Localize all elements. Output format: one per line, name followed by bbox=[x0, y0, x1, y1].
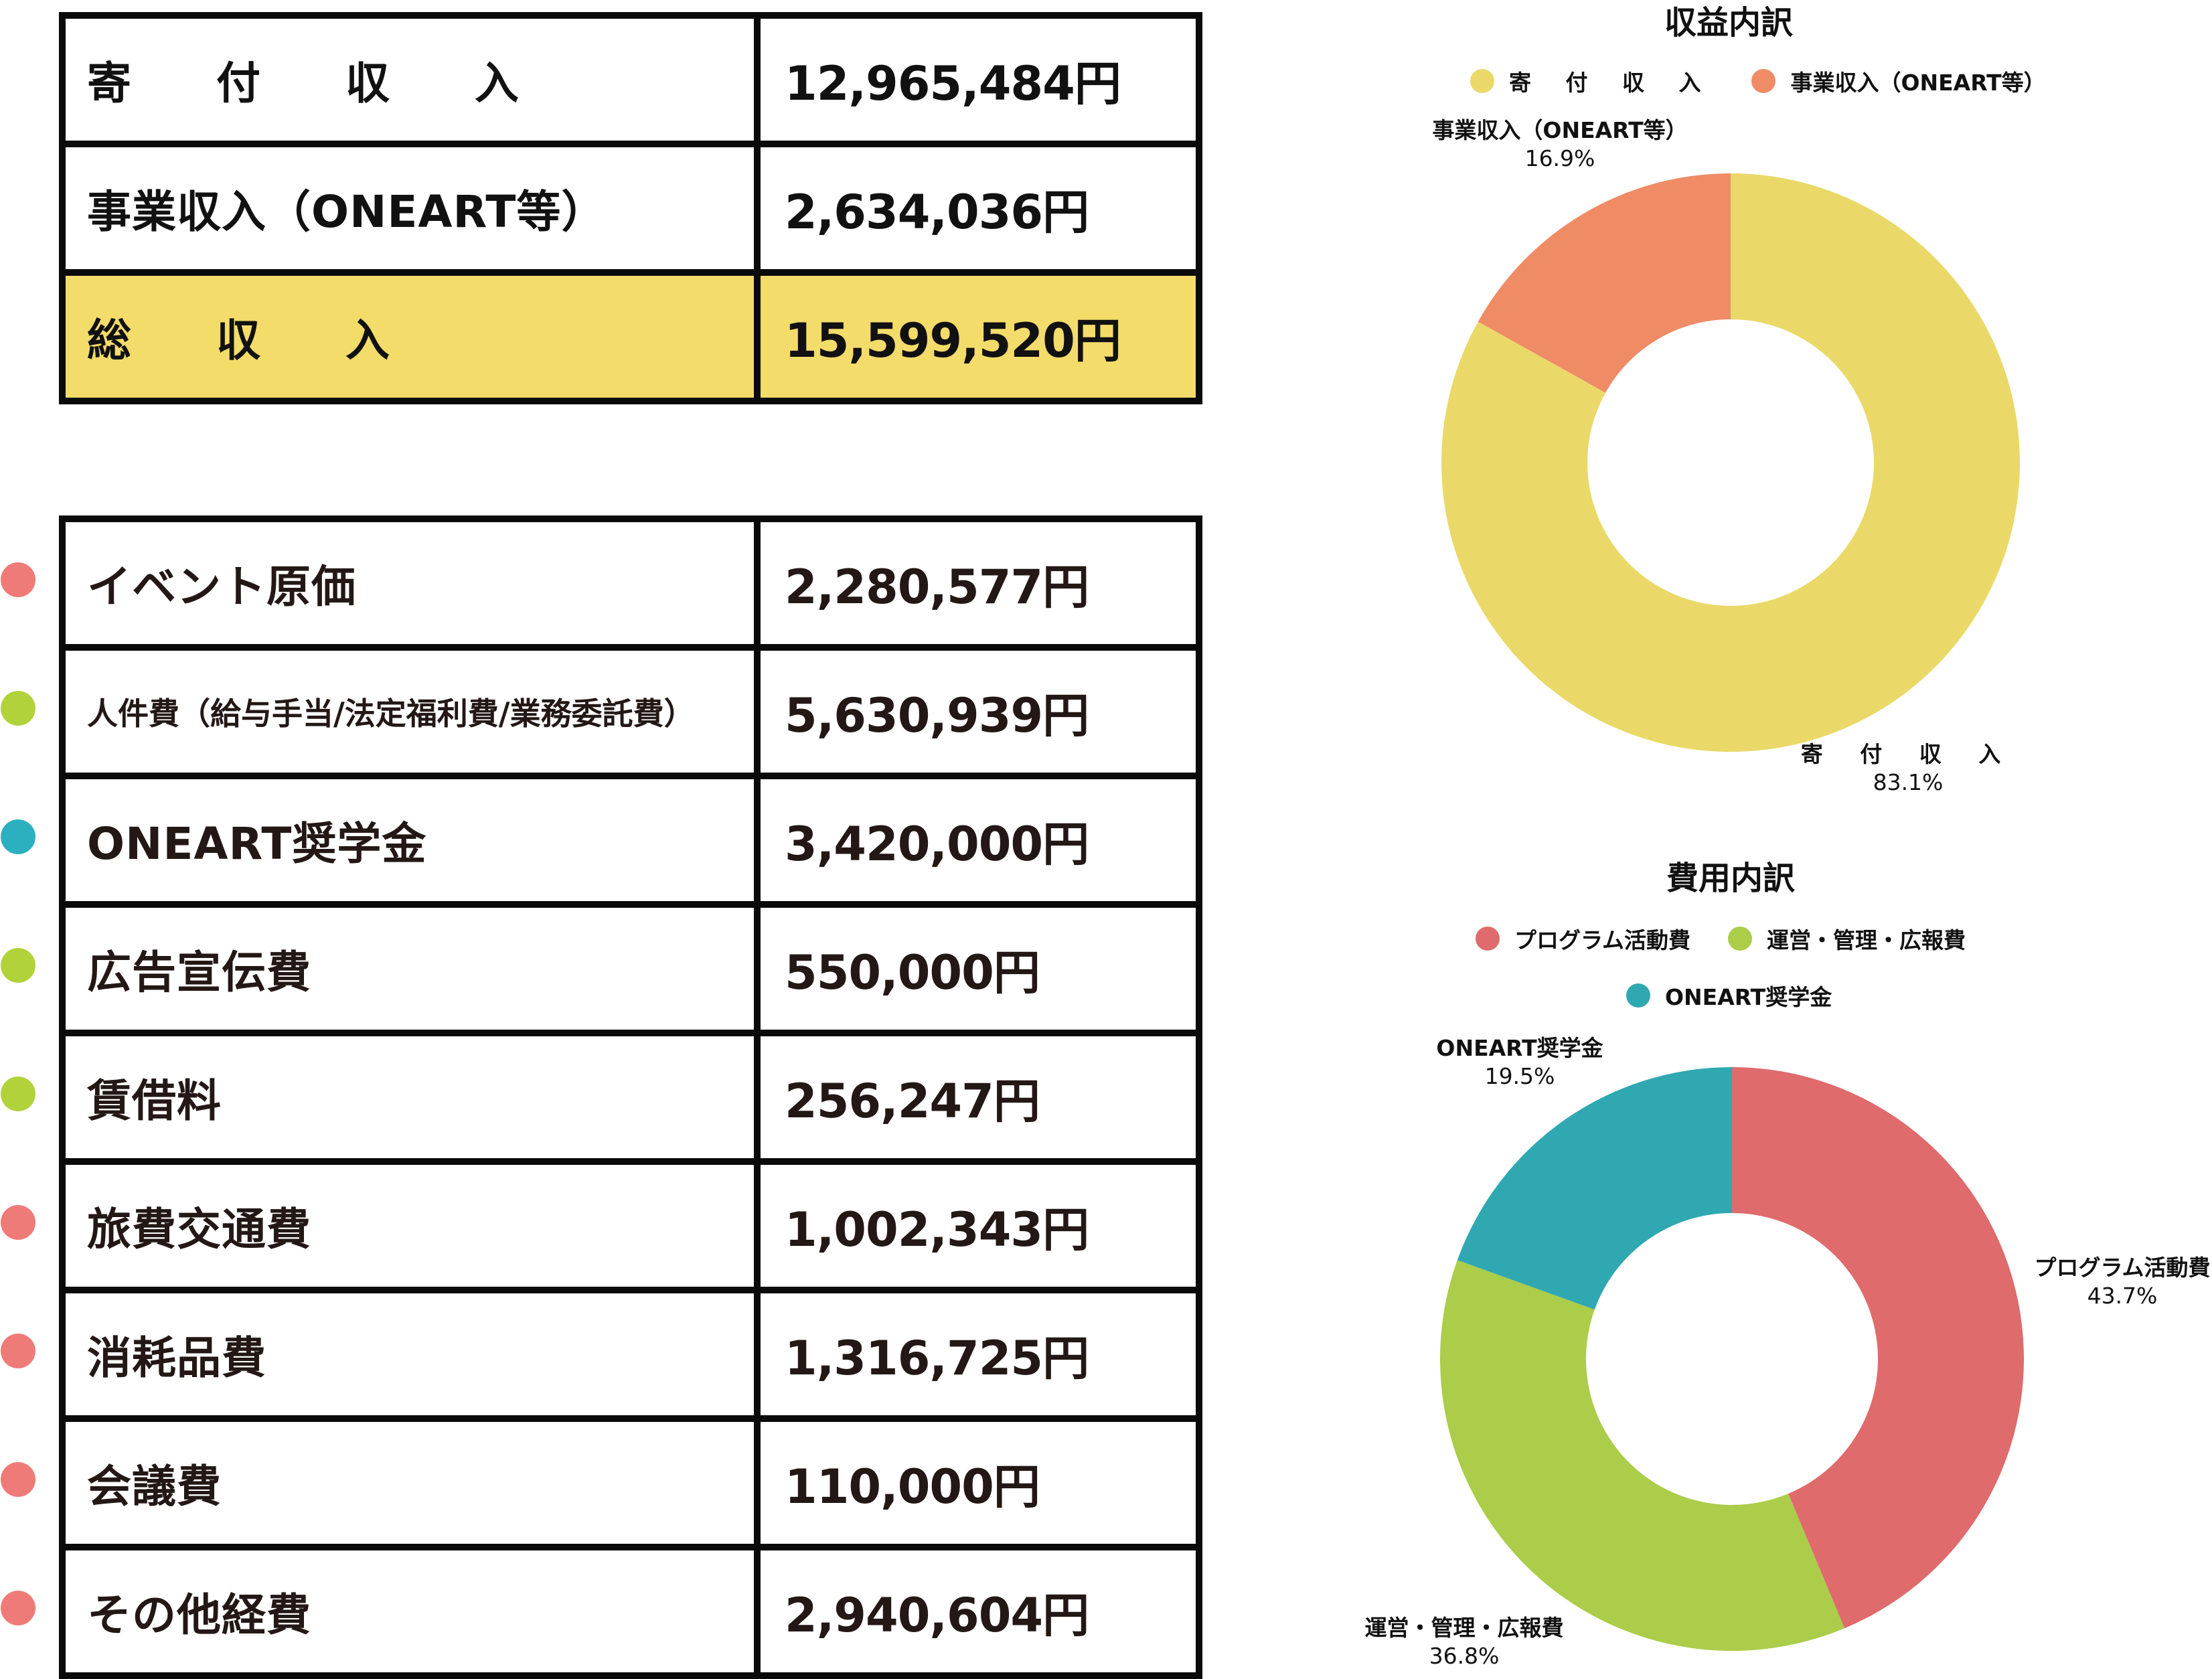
expense-label: ONEART奨学金 bbox=[66, 779, 761, 901]
table-row: 事業収入（ONEART等） 2,634,036円 bbox=[66, 147, 1196, 276]
slice-name: 運営・管理・広報費 bbox=[1364, 1615, 1564, 1641]
expense-label: 旅費交通費 bbox=[66, 1165, 761, 1287]
category-dot-icon bbox=[1, 1334, 35, 1368]
legend-dot-icon bbox=[1476, 927, 1500, 951]
legend-dot-icon bbox=[1751, 69, 1776, 93]
slice-label-program: プログラム活動費 43.7% bbox=[2034, 1254, 2210, 1310]
expense-chart-legend-row2: ONEART奨学金 bbox=[1626, 979, 1832, 1012]
table-row: 広告宣伝費 550,000円 bbox=[66, 908, 1196, 1036]
legend-item[interactable]: 寄 付 収 入 bbox=[1470, 65, 1714, 97]
legend-label: 寄 付 収 入 bbox=[1509, 70, 1715, 96]
legend-label: 事業収入（ONEART等） bbox=[1790, 70, 2046, 96]
slice-percent: 36.8% bbox=[1429, 1643, 1500, 1669]
slice-percent: 83.1% bbox=[1873, 769, 1944, 795]
income-table: 寄 付 収 入 12,965,484円 事業収入（ONEART等） 2,634,… bbox=[59, 12, 1202, 404]
expense-value: 550,000円 bbox=[785, 945, 1040, 1000]
income-value-total: 15,599,520円 bbox=[785, 313, 1121, 368]
expense-value: 1,002,343円 bbox=[785, 1202, 1089, 1257]
expense-chart-title: 費用内訳 bbox=[1666, 860, 1795, 897]
expense-label: その他経費 bbox=[66, 1550, 761, 1672]
income-label-business: 事業収入（ONEART等） bbox=[66, 147, 761, 269]
legend-dot-icon bbox=[1626, 983, 1650, 1008]
expense-donut-chart bbox=[1439, 1067, 2025, 1652]
expense-label: イベント原価 bbox=[66, 522, 761, 644]
legend-item[interactable]: 事業収入（ONEART等） bbox=[1751, 65, 2046, 97]
expense-value: 2,280,577円 bbox=[785, 559, 1089, 615]
income-label-total: 総 収 入 bbox=[66, 276, 761, 398]
income-chart-title: 収益内訳 bbox=[1664, 4, 1793, 42]
donut-slice[interactable] bbox=[1732, 1067, 2025, 1629]
donut-slice[interactable] bbox=[1478, 173, 1731, 393]
donut-slice[interactable] bbox=[1457, 1067, 1732, 1310]
expense-label: 消耗品費 bbox=[66, 1293, 761, 1415]
income-value-business: 2,634,036円 bbox=[785, 184, 1089, 240]
table-row: 旅費交通費 1,002,343円 bbox=[66, 1165, 1196, 1293]
expense-value: 2,940,604円 bbox=[785, 1587, 1089, 1643]
table-row: 寄 付 収 入 12,965,484円 bbox=[66, 19, 1196, 147]
legend-item[interactable]: 運営・管理・広報費 bbox=[1728, 923, 1966, 955]
donut-slice[interactable] bbox=[1439, 1260, 1845, 1652]
slice-percent: 16.9% bbox=[1524, 145, 1595, 171]
table-row: 会議費 110,000円 bbox=[66, 1422, 1196, 1550]
expense-value: 5,630,939円 bbox=[785, 688, 1089, 743]
slice-name: ONEART奨学金 bbox=[1436, 1035, 1603, 1061]
slice-label-business: 事業収入（ONEART等） 16.9% bbox=[1432, 116, 1687, 173]
expense-value: 3,420,000円 bbox=[785, 816, 1089, 872]
slice-label-scholarship: ONEART奨学金 19.5% bbox=[1436, 1034, 1603, 1091]
income-donut-chart bbox=[1441, 173, 2021, 752]
donut-slice[interactable] bbox=[1441, 173, 2021, 752]
slice-name: プログラム活動費 bbox=[2034, 1255, 2211, 1281]
expense-label: 広告宣伝費 bbox=[66, 908, 761, 1030]
slice-percent: 43.7% bbox=[2087, 1283, 2158, 1309]
slice-label-donation: 寄 付 収 入 83.1% bbox=[1801, 740, 2015, 797]
slice-label-admin: 運営・管理・広報費 36.8% bbox=[1365, 1614, 1564, 1670]
legend-label: 運営・管理・広報費 bbox=[1767, 927, 1966, 953]
expense-label: 人件費（給与手当/法定福利費/業務委託費） bbox=[66, 651, 761, 773]
expense-chart-legend: プログラム活動費 運営・管理・広報費 bbox=[1476, 923, 1966, 955]
category-dot-icon bbox=[1, 691, 35, 726]
table-row: その他経費 2,940,604円 bbox=[66, 1550, 1196, 1672]
slice-name: 事業収入（ONEART等） bbox=[1432, 117, 1688, 143]
legend-item[interactable]: プログラム活動費 bbox=[1476, 923, 1690, 955]
category-dot-icon bbox=[1, 1462, 35, 1497]
category-dot-icon bbox=[1, 1076, 35, 1111]
table-row: イベント原価 2,280,577円 bbox=[66, 522, 1196, 651]
table-row-total: 総 収 入 15,599,520円 bbox=[66, 276, 1196, 398]
category-dot-icon bbox=[1, 562, 35, 597]
category-dot-icon bbox=[1, 819, 35, 854]
table-row: 消耗品費 1,316,725円 bbox=[66, 1293, 1196, 1422]
legend-dot-icon bbox=[1470, 69, 1494, 93]
legend-label: ONEART奨学金 bbox=[1665, 984, 1832, 1010]
legend-dot-icon bbox=[1728, 927, 1753, 951]
expense-value: 256,247円 bbox=[785, 1073, 1040, 1129]
expense-label: 賃借料 bbox=[66, 1036, 761, 1158]
table-row: ONEART奨学金 3,420,000円 bbox=[66, 779, 1196, 908]
slice-percent: 19.5% bbox=[1484, 1063, 1555, 1089]
table-row: 賃借料 256,247円 bbox=[66, 1036, 1196, 1165]
expense-value: 1,316,725円 bbox=[785, 1330, 1089, 1386]
income-chart-legend: 寄 付 収 入 事業収入（ONEART等） bbox=[1470, 65, 2046, 97]
table-row: 人件費（給与手当/法定福利費/業務委託費） 5,630,939円 bbox=[66, 651, 1196, 779]
expense-value: 110,000円 bbox=[785, 1459, 1040, 1514]
category-dot-icon bbox=[1, 948, 35, 983]
expense-table: イベント原価 2,280,577円 人件費（給与手当/法定福利費/業務委託費） … bbox=[59, 515, 1202, 1679]
category-dot-icon bbox=[1, 1591, 35, 1625]
expense-label: 会議費 bbox=[66, 1422, 761, 1544]
income-value-donation: 12,965,484円 bbox=[785, 56, 1121, 111]
income-label-donation: 寄 付 収 入 bbox=[66, 19, 761, 141]
category-dot-icon bbox=[1, 1205, 35, 1240]
slice-name: 寄 付 収 入 bbox=[1800, 741, 2016, 767]
legend-item[interactable]: ONEART奨学金 bbox=[1626, 979, 1832, 1012]
legend-label: プログラム活動費 bbox=[1514, 927, 1691, 953]
